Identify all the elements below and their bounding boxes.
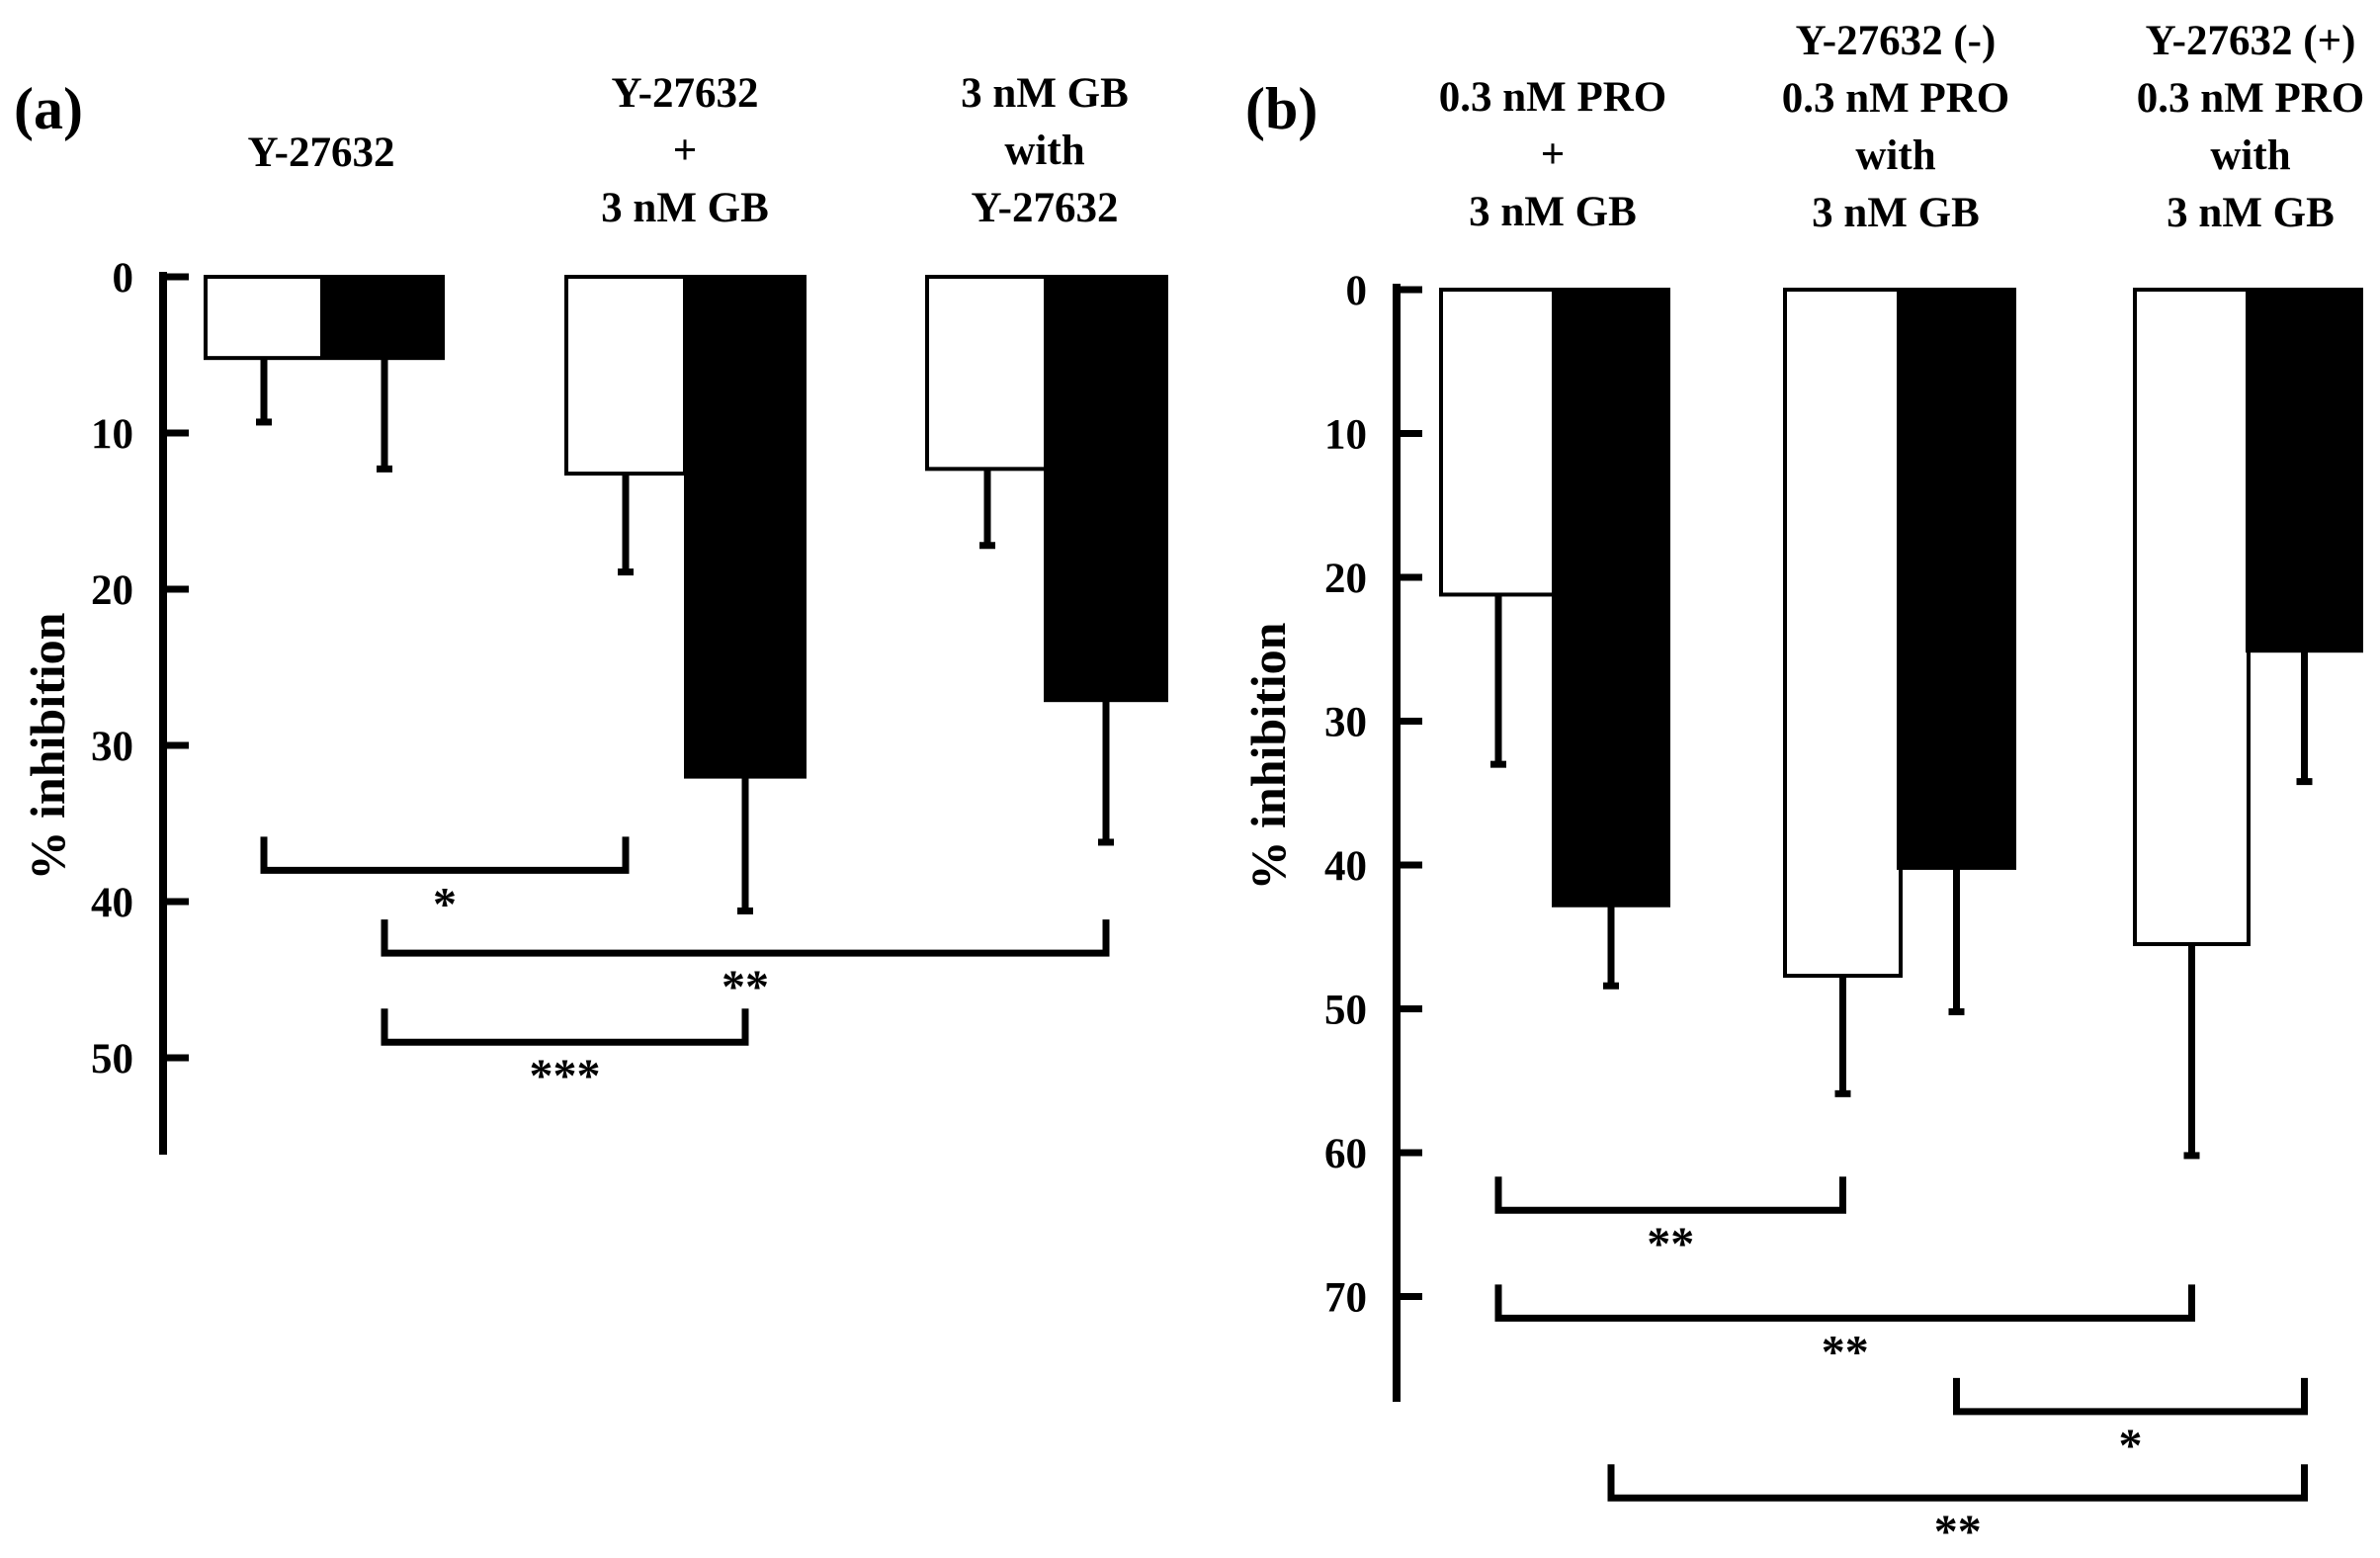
panel-b-group-label: 0.3 nM PRO — [1439, 74, 1667, 121]
panel-a-bar-filled — [324, 275, 445, 361]
panel-b-y-tick-label: 20 — [1324, 556, 1367, 602]
panel-a-group-label: 3 nM GB — [961, 70, 1129, 117]
panel-a-group-label: Y-27632 — [972, 185, 1119, 231]
panel-a-sig-bracket — [381, 1008, 749, 1046]
panel-b-y-tick-label: 30 — [1324, 700, 1367, 746]
panel-a-y-tick-label: 50 — [91, 1036, 133, 1082]
panel-b-sig-label: ** — [1822, 1326, 1869, 1378]
panel-a-sig-bracket — [260, 836, 630, 874]
panel-b-sig-label: ** — [1647, 1218, 1694, 1270]
panel-b-group-label: Y-27632 (+) — [2146, 18, 2356, 64]
panel-b-y-tick-label: 50 — [1324, 988, 1367, 1034]
panel-a-group-label: Y-27632 — [612, 70, 759, 117]
panel-a-bar-filled — [684, 275, 807, 779]
panel-b-sig-bracket — [1494, 1284, 2195, 1322]
panel-b-group-label: 3 nM GB — [2167, 190, 2335, 236]
panel-a-bar-open — [204, 275, 324, 361]
panel-a-bar-open — [925, 275, 1050, 472]
panel-b-group-label: with — [1855, 132, 1935, 179]
panel-a-y-tick-label: 40 — [91, 880, 133, 926]
panel-a-y-tick-label: 20 — [91, 567, 133, 614]
panel-a-bar-filled — [1044, 275, 1168, 703]
panel-b-bar-filled — [1897, 288, 2016, 870]
panel-b-bar-open — [1439, 288, 1558, 597]
panel-a-label: (a) — [14, 76, 83, 141]
panel-b-group-label: Y-27632 (-) — [1796, 18, 1997, 64]
panel-b-bar-filled — [1552, 288, 1670, 908]
panel-b-group-label: 0.3 nM PRO — [1782, 75, 2010, 122]
panel-b-y-axis-title: % inhibition — [1240, 622, 1296, 890]
panel-a-group-label: Y-27632 — [248, 130, 395, 176]
panel-b-group-label: + — [1541, 131, 1566, 178]
panel-b-y-tick-label: 10 — [1324, 412, 1367, 459]
panel-a-bar-open — [564, 275, 687, 476]
panel-a-sig-bracket — [381, 919, 1110, 957]
panel-b-bar-filled — [2246, 288, 2363, 653]
panel-b-sig-bracket — [1494, 1176, 1846, 1214]
panel-a-y-tick-label: 30 — [91, 724, 133, 770]
panel-b-group-label: with — [2210, 132, 2290, 179]
panel-b-sig-bracket — [1953, 1377, 2308, 1416]
panel-b-group-label: 3 nM GB — [1469, 189, 1637, 235]
panel-a-y-tick-label: 0 — [113, 255, 134, 302]
panel-a-y-tick-label: 10 — [91, 411, 133, 458]
panel-b-sig-label: ** — [1934, 1506, 1982, 1553]
panel-a-sig-label: ** — [722, 961, 769, 1013]
panel-b-group-label: 3 nM GB — [1812, 190, 1980, 236]
panel-b-y-tick-label: 40 — [1324, 843, 1367, 890]
panel-b-bar-open — [1783, 288, 1903, 979]
panel-a-sig-label: *** — [530, 1050, 601, 1102]
panel-a-y-axis-title: % inhibition — [20, 612, 75, 880]
panel-b-y-tick-label: 0 — [1346, 268, 1368, 314]
panel-b-label: (b) — [1245, 76, 1318, 141]
panel-a-sig-label: * — [433, 878, 457, 930]
panel-b-group-label: 0.3 nM PRO — [2137, 75, 2365, 122]
panel-a-group-label: with — [1004, 128, 1084, 174]
panel-b-sig-label: * — [2119, 1420, 2143, 1472]
panel-b-y-tick-label: 60 — [1324, 1131, 1367, 1177]
panel-b-y-tick-label: 70 — [1324, 1275, 1367, 1322]
panel-a-group-label: 3 nM GB — [601, 185, 769, 231]
panel-a-group-label: + — [673, 128, 698, 174]
panel-b-sig-bracket — [1607, 1464, 2308, 1502]
panel-b-bar-open — [2133, 288, 2251, 947]
